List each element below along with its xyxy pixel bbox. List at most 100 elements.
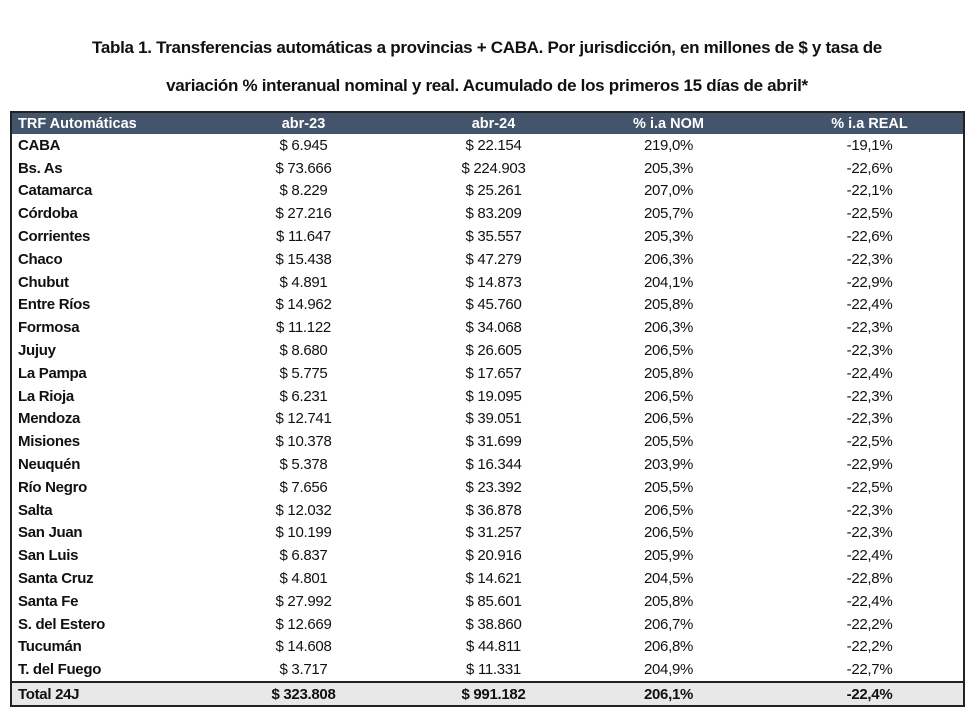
value-cell: 205,7% (643, 205, 694, 223)
value-cell: 206,5% (643, 501, 694, 519)
table-row: Santa Cruz $ 4.801 $ 14.621 204,5% -22,8% (11, 567, 964, 590)
table-row: San Luis $ 6.837 $ 20.916 205,9% -22,4% (11, 544, 964, 567)
value-cell: $ 22.154 (465, 136, 522, 154)
jurisdiction-cell: Entre Ríos (18, 296, 91, 314)
jurisdiction-cell: Misiones (18, 433, 80, 451)
value-cell: $ 83.209 (465, 205, 522, 223)
value-cell: $ 12.741 (275, 410, 332, 428)
table-row: Corrientes $ 11.647 $ 35.557 205,3% -22,6% (11, 225, 964, 248)
value-cell: $ 14.608 (275, 638, 332, 656)
jurisdiction-cell: Formosa (18, 319, 80, 337)
transfers-table: TRF Automáticas abr-23 abr-24 % i.a NOM … (10, 111, 965, 708)
jurisdiction-cell: San Luis (18, 547, 79, 565)
value-cell: 204,9% (643, 661, 694, 679)
value-cell: -22,6% (846, 159, 893, 177)
table-row: Santa Fe $ 27.992 $ 85.601 205,8% -22,4% (11, 590, 964, 613)
value-cell: $ 11.331 (466, 661, 521, 679)
value-cell: $ 27.992 (275, 592, 332, 610)
table-row: Jujuy $ 8.680 $ 26.605 206,5% -22,3% (11, 339, 964, 362)
value-cell: 206,5% (643, 410, 694, 428)
value-cell: 205,9% (643, 547, 694, 565)
value-cell: -22,4% (776, 681, 964, 707)
value-cell: -22,7% (846, 661, 893, 679)
jurisdiction-cell: Chubut (18, 273, 69, 291)
value-cell: -22,6% (846, 228, 893, 246)
column-header: TRF Automáticas (11, 112, 181, 134)
value-cell: $ 6.231 (279, 387, 328, 405)
value-cell: $ 15.438 (275, 250, 332, 268)
jurisdiction-cell: San Juan (18, 524, 83, 542)
value-cell: $ 45.760 (465, 296, 522, 314)
value-cell: -22,1% (846, 182, 893, 200)
table-row: CABA $ 6.945 $ 22.154 219,0% -19,1% (11, 134, 964, 157)
value-cell: $ 73.666 (275, 159, 332, 177)
table-row: Formosa $ 11.122 $ 34.068 206,3% -22,3% (11, 316, 964, 339)
table-row: S. del Estero $ 12.669 $ 38.860 206,7% -22,2… (11, 613, 964, 636)
value-cell: $ 38.860 (465, 615, 522, 633)
value-cell: -22,3% (846, 410, 893, 428)
value-cell: 203,9% (643, 456, 694, 474)
value-cell: $ 5.378 (279, 456, 328, 474)
value-cell: $ 6.837 (279, 547, 328, 565)
table-row: Misiones $ 10.378 $ 31.699 205,5% -22,5% (11, 430, 964, 453)
value-cell: $ 19.095 (465, 387, 522, 405)
jurisdiction-cell: Córdoba (18, 205, 78, 223)
column-header: abr-24 (426, 112, 561, 134)
value-cell: $ 8.680 (279, 342, 328, 360)
value-cell: -22,4% (846, 364, 893, 382)
value-cell: $ 4.891 (279, 273, 328, 291)
header-row: TRF Automáticas abr-23 abr-24 % i.a NOM … (11, 112, 964, 134)
table-row: Catamarca $ 8.229 $ 25.261 207,0% -22,1% (11, 180, 964, 203)
table-row: Bs. As $ 73.666 $ 224.903 205,3% -22,6% (11, 157, 964, 180)
value-cell: 205,8% (643, 364, 694, 382)
value-cell: $ 12.669 (275, 615, 332, 633)
table-row: Chaco $ 15.438 $ 47.279 206,3% -22,3% (11, 248, 964, 271)
jurisdiction-cell: La Pampa (18, 364, 87, 382)
jurisdiction-cell: Santa Fe (18, 592, 79, 610)
total-row: Total 24J $ 323.808 $ 991.182 206,1% -22,4% (11, 681, 964, 707)
table-row: Río Negro $ 7.656 $ 23.392 205,5% -22,5% (11, 476, 964, 499)
value-cell: $ 26.605 (465, 342, 522, 360)
value-cell: 205,3% (643, 159, 694, 177)
value-cell: $ 23.392 (465, 478, 522, 496)
value-cell: 206,7% (643, 615, 694, 633)
table-row: La Pampa $ 5.775 $ 17.657 205,8% -22,4% (11, 362, 964, 385)
table-row: Neuquén $ 5.378 $ 16.344 203,9% -22,9% (11, 453, 964, 476)
value-cell: -22,5% (846, 205, 893, 223)
value-cell: 205,3% (643, 228, 694, 246)
value-cell: $ 323.808 (181, 681, 426, 707)
table-row: Córdoba $ 27.216 $ 83.209 205,7% -22,5% (11, 202, 964, 225)
value-cell: 204,5% (643, 570, 694, 588)
value-cell: -22,8% (846, 570, 893, 588)
value-cell: $ 11.122 (276, 319, 331, 337)
value-cell: $ 27.216 (275, 205, 332, 223)
value-cell: -22,3% (846, 387, 893, 405)
value-cell: 207,0% (643, 182, 694, 200)
jurisdiction-cell: Tucumán (18, 638, 82, 656)
value-cell: $ 10.378 (275, 433, 332, 451)
column-header: % i.a NOM (561, 112, 776, 134)
value-cell: -22,9% (846, 273, 893, 291)
value-cell: 205,5% (643, 478, 694, 496)
value-cell: -22,3% (846, 250, 893, 268)
jurisdiction-cell: La Rioja (18, 387, 74, 405)
column-header: abr-23 (181, 112, 426, 134)
value-cell: 205,8% (643, 592, 694, 610)
jurisdiction-cell: Santa Cruz (18, 570, 94, 588)
jurisdiction-cell: Mendoza (18, 410, 81, 428)
value-cell: 206,5% (643, 342, 694, 360)
value-cell: $ 31.699 (465, 433, 522, 451)
value-cell: $ 6.945 (279, 136, 328, 154)
value-cell: -22,4% (846, 296, 893, 314)
value-cell: 206,3% (643, 250, 694, 268)
value-cell: $ 25.261 (465, 182, 522, 200)
table-row: Chubut $ 4.891 $ 14.873 204,1% -22,9% (11, 271, 964, 294)
jurisdiction-cell: T. del Fuego (18, 661, 102, 679)
value-cell: $ 47.279 (465, 250, 522, 268)
value-cell: $ 16.344 (465, 456, 522, 474)
value-cell: 205,5% (643, 433, 694, 451)
jurisdiction-cell: Jujuy (18, 342, 56, 360)
value-cell: 204,1% (643, 273, 694, 291)
value-cell: $ 224.903 (461, 159, 526, 177)
value-cell: $ 12.032 (275, 501, 332, 519)
